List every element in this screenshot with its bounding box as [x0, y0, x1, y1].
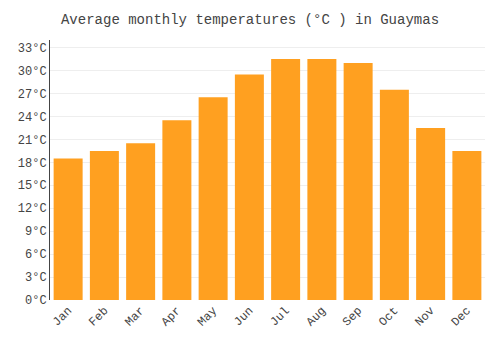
svg-text:May: May [195, 304, 220, 329]
svg-text:Aug: Aug [304, 304, 329, 329]
svg-text:Average monthly temperatures (: Average monthly temperatures (°C ) in Gu… [61, 12, 439, 28]
svg-text:27°C: 27°C [18, 88, 47, 102]
svg-text:Jan: Jan [50, 304, 75, 329]
svg-text:18°C: 18°C [18, 157, 47, 171]
svg-text:Jul: Jul [268, 304, 293, 329]
svg-text:Feb: Feb [86, 304, 111, 329]
svg-text:Sep: Sep [340, 304, 365, 329]
svg-text:15°C: 15°C [18, 179, 47, 193]
svg-text:33°C: 33°C [18, 42, 47, 56]
svg-text:9°C: 9°C [25, 225, 47, 239]
svg-text:Jun: Jun [231, 304, 256, 329]
svg-text:Dec: Dec [449, 304, 474, 329]
svg-text:12°C: 12°C [18, 202, 47, 216]
svg-text:0°C: 0°C [25, 294, 47, 308]
svg-text:Nov: Nov [413, 304, 438, 329]
svg-text:3°C: 3°C [25, 271, 47, 285]
svg-text:30°C: 30°C [18, 65, 47, 79]
svg-text:24°C: 24°C [18, 111, 47, 125]
svg-text:Mar: Mar [123, 304, 148, 329]
svg-text:Oct: Oct [376, 304, 401, 329]
svg-text:21°C: 21°C [18, 134, 47, 148]
svg-text:Apr: Apr [159, 304, 184, 329]
svg-text:6°C: 6°C [25, 248, 47, 262]
